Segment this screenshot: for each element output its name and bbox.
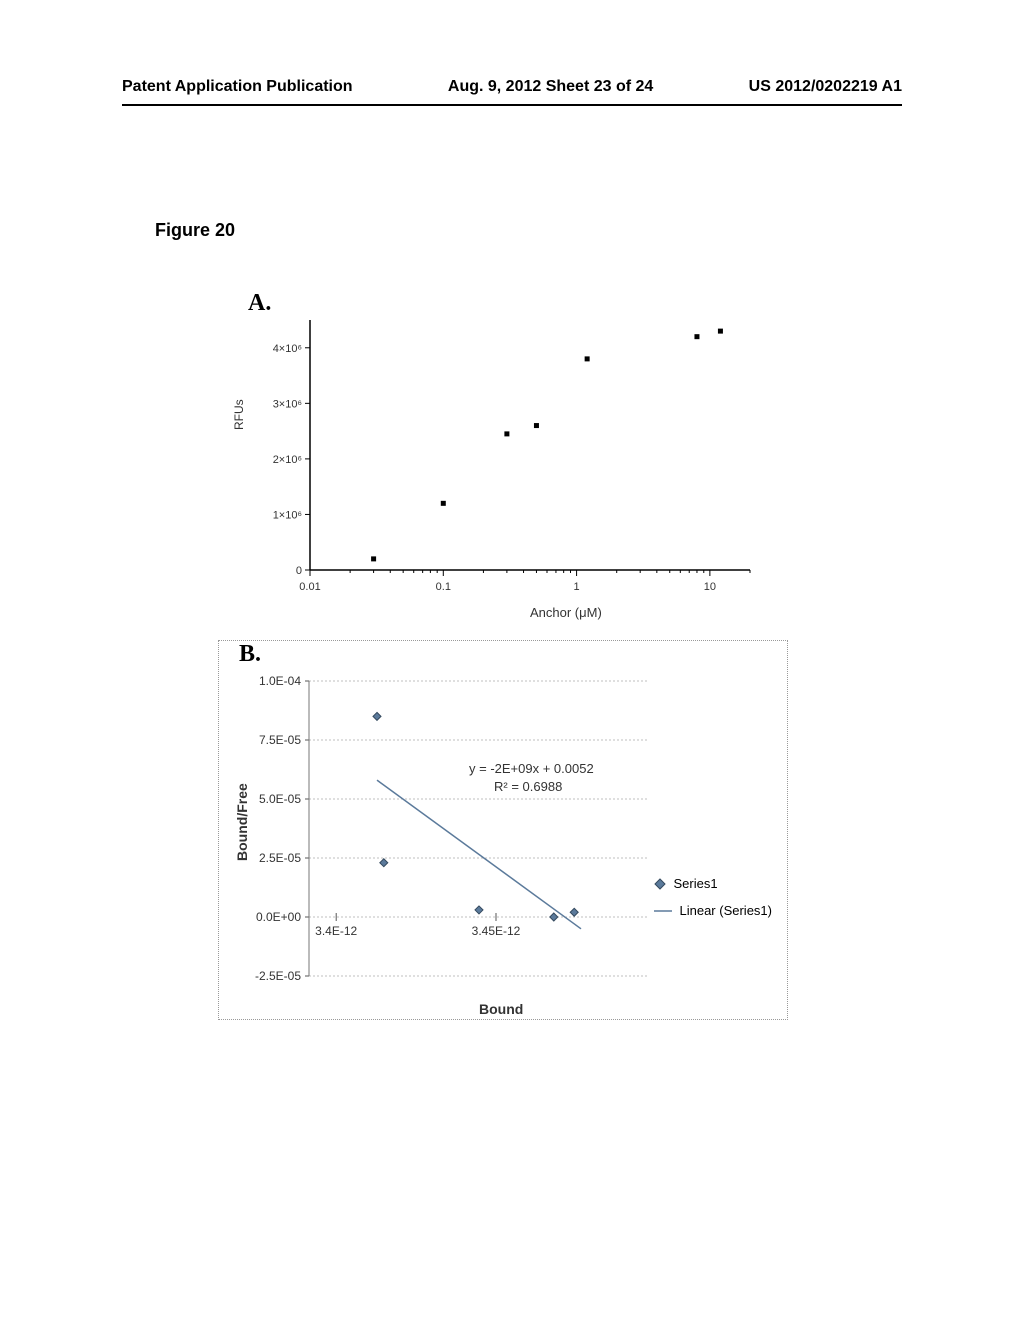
svg-text:0.1: 0.1 — [436, 581, 451, 593]
legend-series-label: Series1 — [674, 876, 718, 891]
chart-b-equation: y = -2E+09x + 0.0052 — [469, 761, 594, 776]
legend-trendline: Linear (Series1) — [654, 903, 773, 918]
figure-label: Figure 20 — [155, 220, 235, 241]
svg-text:2×10⁶: 2×10⁶ — [273, 454, 302, 466]
header-right: US 2012/0202219 A1 — [749, 78, 902, 96]
svg-text:3.45E-12: 3.45E-12 — [472, 924, 521, 938]
svg-text:1×10⁶: 1×10⁶ — [273, 509, 302, 521]
header-center: Aug. 9, 2012 Sheet 23 of 24 — [448, 78, 653, 96]
chart-b-svg: -2.5E-05 0.0E+00 2.5E-05 5.0E-05 7.5E-05 1.0E… — [219, 641, 789, 1021]
chart-b-legend: Series1 Linear (Series1) — [654, 876, 773, 930]
page-header: Patent Application Publication Aug. 9, 2… — [122, 78, 902, 96]
header-rule — [122, 104, 902, 106]
svg-text:10: 10 — [704, 581, 716, 593]
chart-a-y-label: RFUs — [232, 399, 246, 430]
svg-text:1: 1 — [574, 581, 580, 593]
svg-text:0: 0 — [296, 565, 302, 577]
chart-b-rsquared: R² = 0.6988 — [494, 779, 562, 794]
chart-a-x-label: Anchor (μM) — [530, 605, 602, 620]
chart-a-container: A. 01×10⁶2×10⁶3×10⁶4×10⁶0.010.1110 RFUs … — [250, 295, 770, 625]
svg-text:-2.5E-05: -2.5E-05 — [255, 969, 301, 983]
chart-a-svg: 0 1×10⁶ 2×10⁶ 3×10⁶ 4×10⁶ 0.01 0.1 1 10 — [250, 295, 770, 625]
legend-series: Series1 — [654, 876, 773, 891]
svg-text:1.0E-04: 1.0E-04 — [259, 674, 301, 688]
diamond-icon — [654, 878, 666, 890]
svg-text:2.5E-05: 2.5E-05 — [259, 851, 301, 865]
svg-text:4×10⁶: 4×10⁶ — [273, 343, 302, 355]
chart-b-container: B. -2.5E-05 0.0E+00 2.5E-05 5.0E-05 7.5E-05 1… — [218, 640, 788, 1020]
svg-text:3.4E-12: 3.4E-12 — [315, 924, 357, 938]
svg-text:0.01: 0.01 — [299, 581, 320, 593]
chart-b-y-label: Bound/Free — [234, 783, 250, 861]
chart-b-x-label: Bound — [479, 1001, 523, 1017]
panel-b-label: B. — [239, 641, 261, 668]
panel-a-label: A. — [248, 290, 271, 317]
svg-text:3×10⁶: 3×10⁶ — [273, 398, 302, 410]
line-icon — [654, 909, 672, 913]
svg-text:7.5E-05: 7.5E-05 — [259, 733, 301, 747]
svg-text:0.0E+00: 0.0E+00 — [256, 910, 301, 924]
svg-text:5.0E-05: 5.0E-05 — [259, 792, 301, 806]
legend-trendline-label: Linear (Series1) — [680, 903, 773, 918]
header-left: Patent Application Publication — [122, 78, 353, 96]
